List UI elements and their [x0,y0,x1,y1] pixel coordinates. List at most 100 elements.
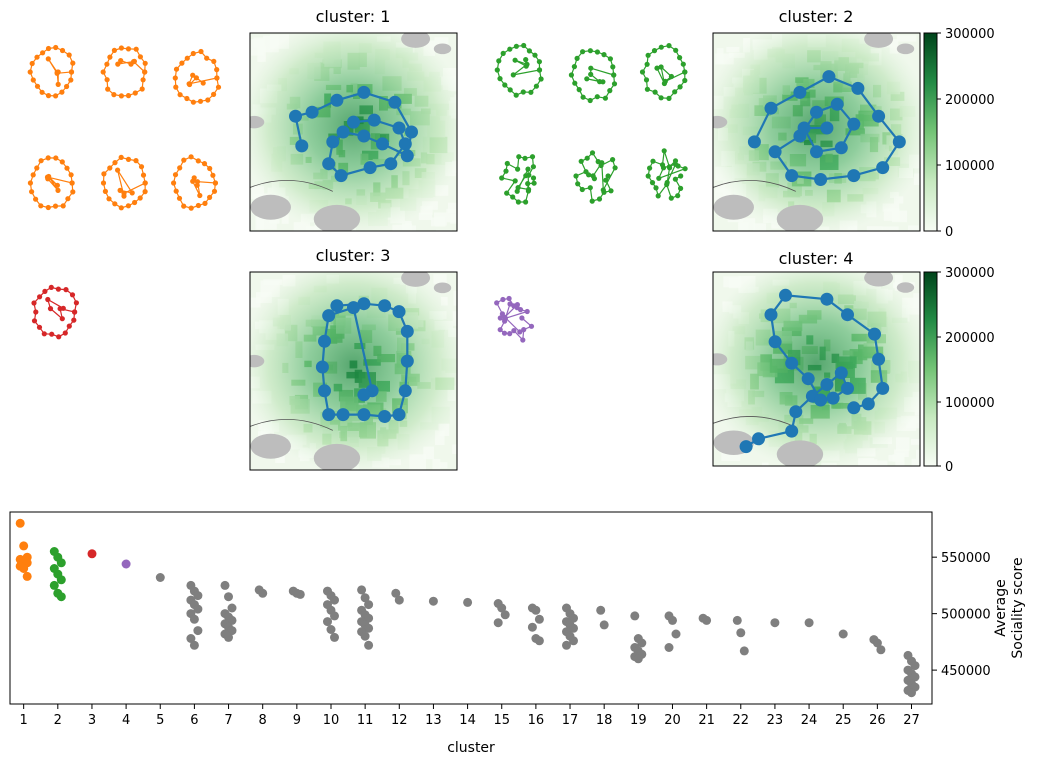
thumbnail-route-stop [643,77,650,83]
thumbnail-route-stop [517,329,523,335]
thumbnail-route-stop [190,50,196,57]
thumbnail-route-stop [507,331,513,337]
thumbnail-route-stop [660,165,667,171]
scatter-point [330,632,339,642]
route-stop [789,405,803,419]
thumbnail-route-stop [574,55,580,62]
thumbnail-route-stop [142,180,148,186]
thumbnail-route-stop [47,306,54,312]
route-stop [752,432,765,446]
thumbnail-route-stop [571,64,578,70]
route-stop [357,408,371,422]
scatter-point [876,645,886,655]
thumbnail-route-stop [70,60,76,66]
thumbnail-route-stop [66,52,72,58]
thumbnail-route-stop [533,83,540,89]
thumbnail-route-stop [668,195,674,201]
route-stop [347,115,360,129]
thumbnail-route-stop [63,287,69,293]
thumbnail-route-stop [138,164,145,170]
thumbnail-route-stop [45,296,51,303]
thumbnail-route-stop [101,171,107,177]
x-tick-label: 6 [190,713,198,728]
thumbnail-route-stop [125,203,131,209]
thumbnail-route-stop [507,301,513,307]
thumbnail-route-stop [211,91,217,97]
thumbnail-route-stop [193,75,199,81]
route-stop [793,85,807,99]
scatter-point [534,636,544,646]
route-stop [785,424,799,438]
thumbnail-route-stop [73,300,79,306]
thumbnail-route-stop [194,182,200,188]
scatter-point [364,613,374,623]
thumbnail-route-stop [666,95,672,101]
thumbnail-route-stop [118,45,124,51]
scatter-point [364,623,374,633]
thumbnail-route-stop [107,165,113,171]
thumbnail-route-stop [60,305,66,311]
thumbnail-route-stop [587,48,594,54]
thumbnail-route-stop [522,155,528,161]
thumbnail-route-stop [652,89,658,95]
thumbnail-route-stop [496,58,502,64]
thumbnail-route-stop [139,86,145,92]
scatter-frame [9,511,933,705]
colorbar-bottom: 300000 200000 100000 0 [923,266,995,475]
thumbnail-route-stop [523,57,529,63]
map-density-cell [864,464,875,466]
map-density-cell [301,469,310,470]
route-stop [322,309,336,323]
thumbnail-route-stop [501,330,508,336]
scatter-point [664,643,674,652]
thumbnail-route-stop [500,296,506,303]
thumbnail-route-stop [59,89,65,95]
map-gray-area [401,33,431,48]
thumbnail-route-stop [205,97,211,103]
scatter-point [804,618,814,628]
scatter-point [428,596,438,606]
thumbnail-route-stop [521,327,527,333]
thumbnail-route-stop [677,55,683,61]
thumbnail-route-stop [68,69,75,75]
thumbnail-route-stop [664,179,670,186]
thumbnail-route-stop [668,73,675,80]
x-tick-label: 13 [425,713,442,728]
map-density-cell [455,230,457,231]
route-line [745,294,884,448]
scatter-point [330,611,339,621]
route-stop [876,161,890,175]
colorbar-top: 300000 200000 100000 0 [923,27,995,240]
thumbnail-route-stop [66,323,72,329]
route-stop [357,297,371,311]
scatter-point [15,518,25,528]
map-road [713,180,796,192]
thumbnail-route-stop [181,203,187,209]
thumbnail-route-stop [601,52,607,58]
thumbnail-route-stop [131,58,137,64]
map-road [250,180,333,192]
colorbar-top-bar [923,32,938,232]
thumbnail-route-stop [45,56,51,62]
scatter-point [497,603,507,613]
thumbnail-route-stop [31,300,37,306]
thumbnail-route-stop [678,185,684,191]
colorbar-bottom-tick: 100000 [945,396,995,411]
map-gray-area [250,354,265,368]
thumbnail-route-stop [188,154,194,160]
thumbnail-route-stop [45,45,52,52]
scatter-point [527,622,537,632]
thumbnail-route-stop [511,328,517,334]
thumbnail-route-stop [202,200,208,206]
x-tick-label: 1 [20,713,28,728]
thumbnail-route-stop [584,76,590,82]
thumbnail-route-stop [573,173,579,179]
thumbnail-route-stop [41,331,47,337]
y-tick-label: 500000 [941,608,991,623]
thumbnail-route-stop [502,314,508,320]
route-stop [400,149,414,163]
thumbnail-route-stop [142,69,148,75]
thumbnail-route-stop [171,180,177,186]
scatter-point [87,549,97,559]
thumbnail-route-stop [30,172,36,178]
